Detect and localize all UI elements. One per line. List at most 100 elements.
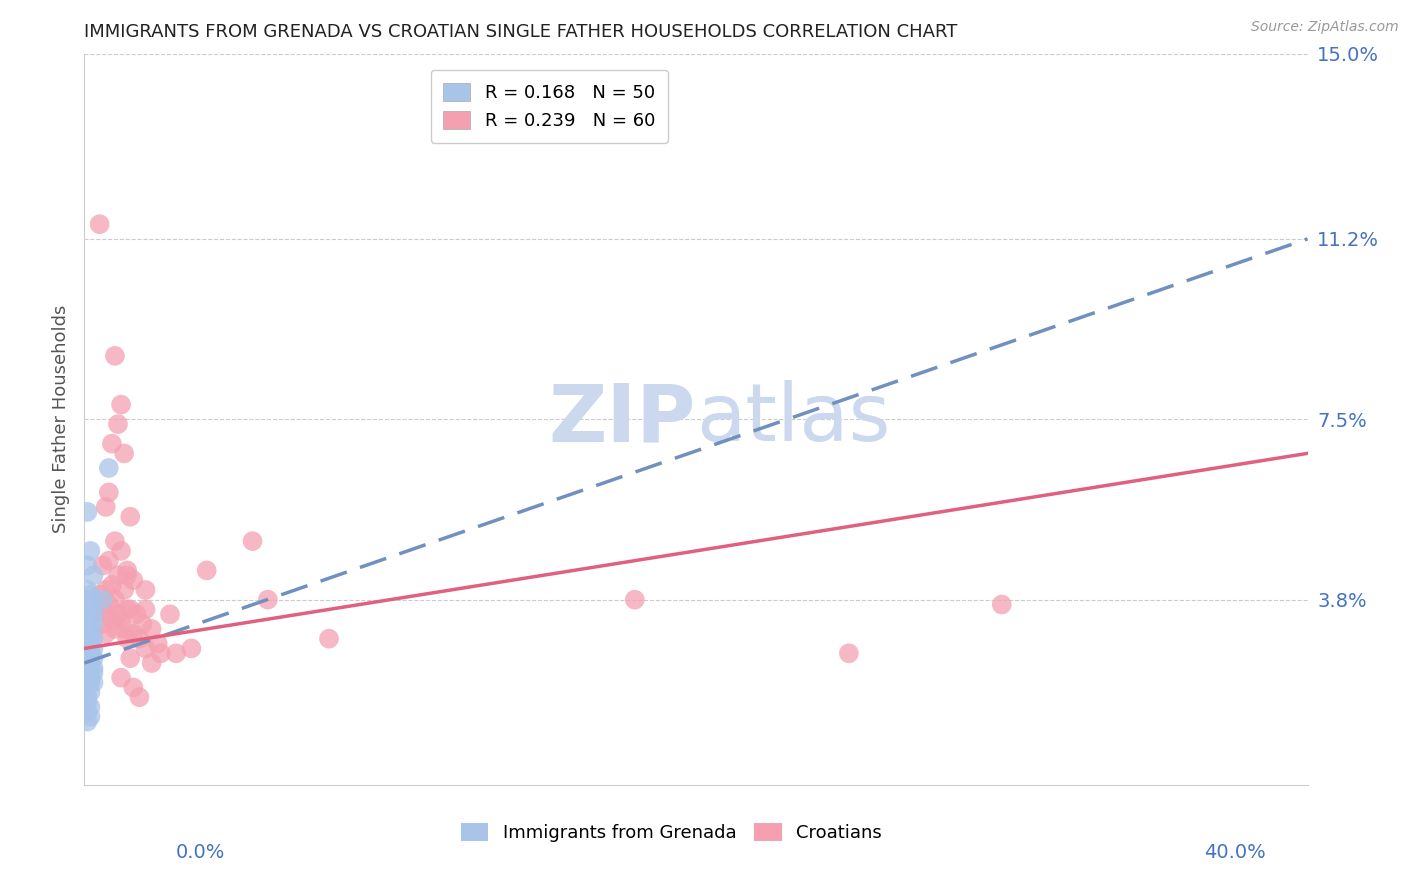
- Point: [110, 612, 132, 626]
- Point: [79, 661, 101, 675]
- Point: [242, 534, 264, 549]
- Point: [76, 671, 98, 685]
- Point: [112, 446, 135, 460]
- Point: [97, 461, 120, 475]
- Text: 0.0%: 0.0%: [176, 843, 225, 862]
- Point: [83, 641, 105, 656]
- Text: Source: ZipAtlas.com: Source: ZipAtlas.com: [1251, 20, 1399, 34]
- Point: [79, 675, 101, 690]
- Y-axis label: Single Father Households: Single Father Households: [52, 305, 70, 533]
- Point: [195, 563, 218, 577]
- Point: [76, 612, 98, 626]
- Point: [120, 651, 142, 665]
- Point: [97, 485, 120, 500]
- Point: [104, 534, 127, 549]
- Point: [76, 558, 98, 573]
- Point: [120, 602, 142, 616]
- Point: [120, 509, 142, 524]
- Point: [838, 646, 860, 660]
- Point: [141, 656, 163, 670]
- Point: [83, 661, 105, 675]
- Point: [165, 646, 187, 660]
- Point: [76, 705, 98, 719]
- Point: [79, 641, 101, 656]
- Point: [141, 622, 163, 636]
- Point: [112, 622, 135, 636]
- Point: [128, 690, 150, 705]
- Point: [76, 651, 98, 665]
- Point: [79, 592, 101, 607]
- Point: [76, 695, 98, 709]
- Point: [115, 568, 138, 582]
- Point: [149, 646, 172, 660]
- Point: [94, 607, 117, 622]
- Point: [76, 627, 98, 641]
- Text: atlas: atlas: [696, 380, 890, 458]
- Point: [83, 675, 105, 690]
- Point: [97, 598, 120, 612]
- Point: [257, 592, 280, 607]
- Point: [101, 436, 124, 450]
- Point: [79, 709, 101, 723]
- Point: [122, 681, 145, 695]
- Point: [76, 665, 98, 680]
- Text: IMMIGRANTS FROM GRENADA VS CROATIAN SINGLE FATHER HOUSEHOLDS CORRELATION CHART: IMMIGRANTS FROM GRENADA VS CROATIAN SING…: [84, 23, 957, 41]
- Point: [76, 622, 98, 636]
- Point: [79, 636, 101, 650]
- Point: [91, 598, 114, 612]
- Point: [89, 588, 111, 602]
- Point: [76, 646, 98, 660]
- Point: [115, 602, 138, 616]
- Point: [104, 622, 127, 636]
- Point: [159, 607, 181, 622]
- Point: [128, 632, 150, 646]
- Point: [104, 349, 127, 363]
- Point: [97, 554, 120, 568]
- Point: [125, 607, 148, 622]
- Point: [94, 500, 117, 514]
- Point: [76, 632, 98, 646]
- Point: [79, 602, 101, 616]
- Point: [79, 588, 101, 602]
- Point: [91, 558, 114, 573]
- Point: [76, 690, 98, 705]
- Point: [79, 671, 101, 685]
- Point: [76, 714, 98, 729]
- Legend: Immigrants from Grenada, Croatians: Immigrants from Grenada, Croatians: [454, 815, 889, 849]
- Point: [624, 592, 647, 607]
- Point: [135, 641, 157, 656]
- Point: [110, 398, 132, 412]
- Point: [83, 592, 105, 607]
- Point: [115, 563, 138, 577]
- Point: [89, 217, 111, 231]
- Point: [79, 612, 101, 626]
- Point: [318, 632, 340, 646]
- Point: [79, 646, 101, 660]
- Point: [83, 665, 105, 680]
- Point: [79, 685, 101, 699]
- Point: [83, 617, 105, 632]
- Text: 40.0%: 40.0%: [1204, 843, 1265, 862]
- Point: [83, 651, 105, 665]
- Point: [101, 578, 124, 592]
- Point: [115, 632, 138, 646]
- Point: [79, 656, 101, 670]
- Point: [79, 544, 101, 558]
- Point: [76, 598, 98, 612]
- Point: [122, 573, 145, 587]
- Point: [122, 627, 145, 641]
- Point: [83, 632, 105, 646]
- Point: [135, 602, 157, 616]
- Point: [79, 700, 101, 714]
- Point: [76, 607, 98, 622]
- Point: [76, 582, 98, 597]
- Point: [83, 568, 105, 582]
- Point: [991, 598, 1014, 612]
- Point: [79, 622, 101, 636]
- Point: [107, 607, 129, 622]
- Point: [146, 636, 169, 650]
- Point: [107, 417, 129, 431]
- Point: [135, 582, 157, 597]
- Point: [76, 636, 98, 650]
- Point: [112, 582, 135, 597]
